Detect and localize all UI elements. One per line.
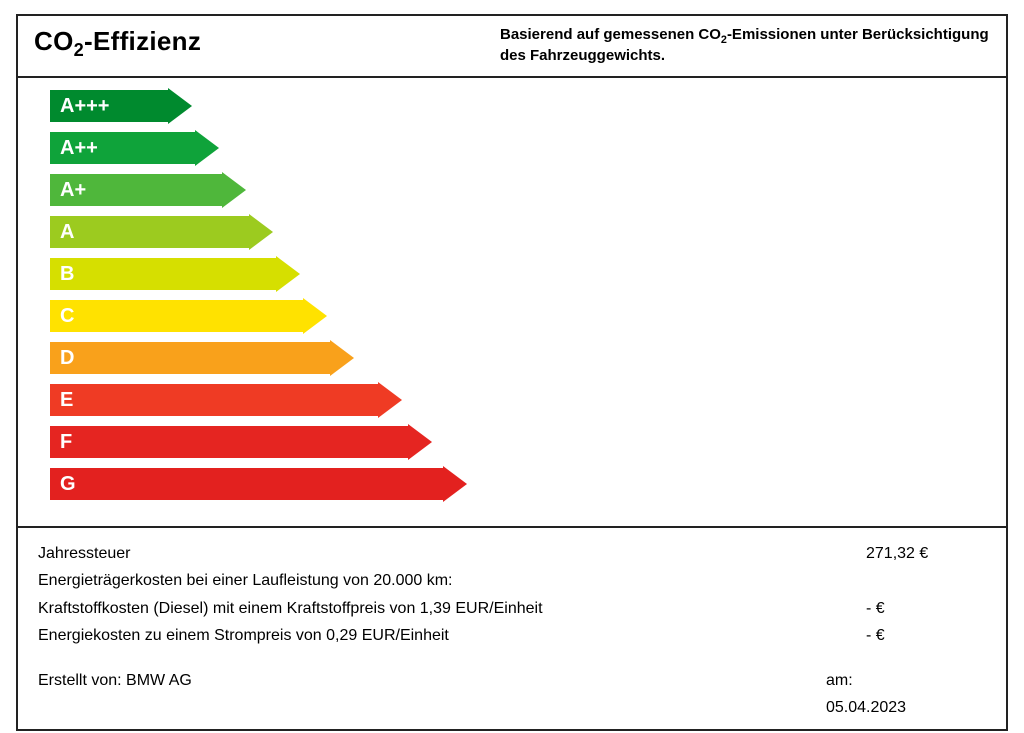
am-value: 05.04.2023: [826, 694, 986, 721]
efficiency-bar-label: A+: [60, 179, 86, 202]
efficiency-bar-arrow: [168, 88, 192, 124]
jahressteuer-value: 271,32 €: [866, 540, 986, 567]
efficiency-bar-body: A: [48, 214, 249, 250]
erstellt-von: Erstellt von: BMW AG: [38, 667, 826, 721]
footer-row: Erstellt von: BMW AG am: 05.04.2023: [38, 667, 986, 721]
efficiency-bar: E: [48, 382, 1006, 418]
efficiency-bar-arrow: [378, 382, 402, 418]
efficiency-bar: D: [48, 340, 1006, 376]
details-panel: Jahressteuer 271,32 € Energieträgerkoste…: [16, 528, 1008, 731]
efficiency-bar-body: A+: [48, 172, 222, 208]
efficiency-bar-label: E: [60, 389, 73, 412]
title: CO2-Effizienz: [34, 26, 201, 61]
efficiency-bar-body: A++: [48, 130, 195, 166]
efficiency-bar-label: B: [60, 263, 74, 286]
energiekosten-label: Energiekosten zu einem Strompreis von 0,…: [38, 622, 866, 649]
efficiency-bar-label: G: [60, 473, 76, 496]
efficiency-bars: A+++ A++ A+ ABCDEFG: [18, 78, 1006, 526]
efficiency-bar-label: D: [60, 347, 74, 370]
efficiency-bar: A+++: [48, 88, 1006, 124]
energy-label-page: CO2-Effizienz Basierend auf gemessenen C…: [0, 0, 1024, 733]
efficiency-bar: A++: [48, 130, 1006, 166]
efficiency-bar-arrow: [303, 298, 327, 334]
erstellt-von-value: BMW AG: [126, 672, 192, 689]
kraftstoff-row: Kraftstoffkosten (Diesel) mit einem Kraf…: [38, 595, 986, 622]
efficiency-bar-body: E: [48, 382, 378, 418]
energietraeger-label: Energieträgerkosten bei einer Laufleistu…: [38, 567, 866, 594]
efficiency-bar-label: A+++: [60, 95, 109, 118]
jahressteuer-row: Jahressteuer 271,32 €: [38, 540, 986, 567]
efficiency-bar-label: C: [60, 305, 74, 328]
efficiency-bar-arrow: [276, 256, 300, 292]
efficiency-bar-arrow: [330, 340, 354, 376]
header-desc-prefix: Basierend auf gemessenen CO: [500, 26, 721, 43]
kraftstoff-value: - €: [866, 595, 986, 622]
efficiency-bar-body: A+++: [48, 88, 168, 124]
energiekosten-value: - €: [866, 622, 986, 649]
title-subscript: 2: [74, 40, 84, 60]
efficiency-bar-body: F: [48, 424, 408, 460]
jahressteuer-label: Jahressteuer: [38, 540, 866, 567]
efficiency-bar-body: D: [48, 340, 330, 376]
energietraeger-line: Energieträgerkosten bei einer Laufleistu…: [38, 567, 986, 594]
efficiency-bar: F: [48, 424, 1006, 460]
efficiency-bar-arrow: [443, 466, 467, 502]
efficiency-bar: A+: [48, 172, 1006, 208]
efficiency-bar: A: [48, 214, 1006, 250]
efficiency-bar: C: [48, 298, 1006, 334]
kraftstoff-label: Kraftstoffkosten (Diesel) mit einem Kraf…: [38, 595, 866, 622]
erstellt-von-label: Erstellt von:: [38, 672, 122, 689]
efficiency-bar-arrow: [222, 172, 246, 208]
efficiency-bar-body: B: [48, 256, 276, 292]
header-description: Basierend auf gemessenen CO2-Emissionen …: [500, 26, 990, 66]
efficiency-bar-label: F: [60, 431, 72, 454]
energietraeger-value-empty: [866, 567, 986, 594]
efficiency-bar-arrow: [408, 424, 432, 460]
title-prefix: CO: [34, 26, 74, 56]
title-suffix: -Effizienz: [84, 26, 201, 56]
am-label: am:: [826, 667, 986, 694]
efficiency-bar: G: [48, 466, 1006, 502]
efficiency-bar-body: C: [48, 298, 303, 334]
efficiency-bar-label: A: [60, 221, 74, 244]
erstellt-am: am: 05.04.2023: [826, 667, 986, 721]
efficiency-bar-arrow: [195, 130, 219, 166]
efficiency-bar-body: G: [48, 466, 443, 502]
efficiency-bar: B: [48, 256, 1006, 292]
efficiency-bar-label: A++: [60, 137, 98, 160]
energiekosten-row: Energiekosten zu einem Strompreis von 0,…: [38, 622, 986, 649]
efficiency-bar-arrow: [249, 214, 273, 250]
header-panel: CO2-Effizienz Basierend auf gemessenen C…: [16, 14, 1008, 78]
efficiency-bars-panel: A+++ A++ A+ ABCDEFG: [16, 78, 1008, 528]
